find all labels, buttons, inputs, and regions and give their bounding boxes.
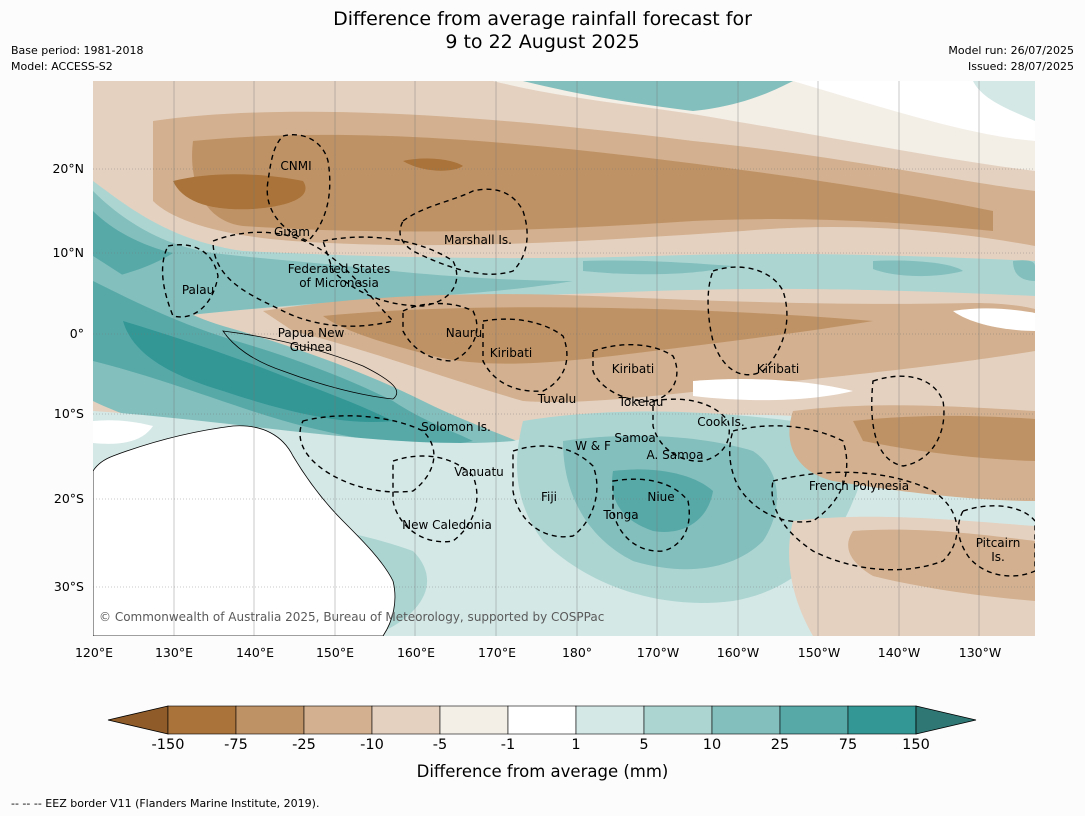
lat-label-30s: 30°S <box>53 579 84 594</box>
colorbar-cell <box>711 705 781 735</box>
issued-date: Issued: 28/07/2025 <box>967 60 1074 73</box>
colorbar-tick-label: -75 <box>224 737 248 753</box>
lon-label-140w: 140°W <box>877 645 921 660</box>
map-canvas <box>93 81 1035 636</box>
colorbar-cells <box>167 705 917 735</box>
title-line-2: 9 to 22 August 2025 <box>445 31 640 53</box>
colorbar-tick-label: -1 <box>500 737 516 753</box>
label-palau: Palau <box>181 283 215 297</box>
label-guam: Guam <box>274 225 310 239</box>
colorbar-cell <box>575 705 645 735</box>
colorbar-cell <box>371 705 441 735</box>
colorbar-tick-label: 1 <box>571 737 581 753</box>
colorbar-tick-label: 25 <box>770 737 790 753</box>
lon-label-130e: 130°E <box>154 645 193 660</box>
colorbar-tick-label: 10 <box>702 737 722 753</box>
label-tonga: Tonga <box>603 508 639 522</box>
colorbar-high-arrow <box>915 705 977 735</box>
lon-label-150e: 150°E <box>315 645 354 660</box>
label-samoa: Samoa <box>614 431 656 445</box>
label-tokelau: Tokelau <box>618 395 664 409</box>
label-marshall-islands: Marshall Is. <box>444 233 512 247</box>
label-french-polynesia: French Polynesia <box>808 479 910 493</box>
lon-label-160e: 160°E <box>396 645 435 660</box>
label-pitcairn: Pitcairn Is. <box>976 536 1021 564</box>
lat-label-20n: 20°N <box>52 161 84 176</box>
label-niue: Niue <box>647 490 675 504</box>
title-line-1: Difference from average rainfall forecas… <box>333 8 752 30</box>
label-cook-islands: Cook Is. <box>697 415 745 429</box>
lon-label-170e: 170°E <box>477 645 516 660</box>
colorbar-cell <box>303 705 373 735</box>
label-png-line2: Guinea <box>289 340 333 354</box>
label-pitcairn-line2: Is. <box>991 550 1005 564</box>
label-fsm-line2: of Micronesia <box>299 276 379 290</box>
label-kiribati-east: Kiribati <box>756 362 800 376</box>
lat-label-10n: 10°N <box>52 245 84 260</box>
colorbar-tick-label: -5 <box>432 737 448 753</box>
colorbar-tick-label: -150 <box>151 737 185 753</box>
model-name: Model: ACCESS-S2 <box>11 60 113 73</box>
colorbar-cell <box>235 705 305 735</box>
colorbar-tick-label: 75 <box>838 737 858 753</box>
rainfall-anomaly-map: CNMI Guam Marshall Is. Federated States … <box>93 81 1035 636</box>
label-pitcairn-line1: Pitcairn <box>975 536 1021 550</box>
lon-label-150w: 150°W <box>797 645 841 660</box>
label-solomon-islands: Solomon Is. <box>421 420 491 434</box>
colorbar-cell <box>779 705 849 735</box>
label-fsm-line1: Federated States <box>287 262 391 276</box>
label-kiribati-west: Kiribati <box>489 346 533 360</box>
label-png-line1: Papua New <box>277 326 345 340</box>
lat-label-20s: 20°S <box>53 491 84 506</box>
eez-footnote: -- -- -- EEZ border V11 (Flanders Marine… <box>11 797 320 810</box>
right-metadata: Model run: 26/07/2025 Issued: 28/07/2025 <box>948 43 1074 75</box>
colorbar-cell <box>439 705 509 735</box>
colorbar-cell <box>167 705 237 735</box>
lon-label-120e: 120°E <box>74 645 113 660</box>
label-png: Papua New Guinea <box>278 326 345 354</box>
label-cnmi: CNMI <box>280 159 312 173</box>
copyright-notice: © Commonwealth of Australia 2025, Bureau… <box>99 610 605 624</box>
lon-label-160w: 160°W <box>716 645 760 660</box>
label-new-caledonia: New Caledonia <box>402 518 492 532</box>
colorbar-tick-label: -10 <box>360 737 384 753</box>
colorbar-cell <box>643 705 713 735</box>
label-wallis-futuna: W & F <box>575 439 611 453</box>
eez-borders <box>161 134 1035 577</box>
label-american-samoa: A. Samoa <box>646 448 704 462</box>
colorbar-cell <box>507 705 577 735</box>
colorbar <box>107 705 977 735</box>
label-fiji: Fiji <box>540 490 558 504</box>
lon-label-180: 180° <box>561 645 593 660</box>
colorbar-tick-label: 150 <box>902 737 930 753</box>
lon-label-170w: 170°W <box>636 645 680 660</box>
colorbar-tick-label: -25 <box>292 737 316 753</box>
label-nauru: Nauru <box>445 326 483 340</box>
colorbar-low-arrow <box>107 705 169 735</box>
label-fsm: Federated States of Micronesia <box>288 262 390 290</box>
colorbar-label: Difference from average (mm) <box>416 762 669 781</box>
colorbar-tick-label: 5 <box>639 737 649 753</box>
lat-label-0: 0° <box>69 326 84 341</box>
lon-label-140e: 140°E <box>235 645 274 660</box>
label-tuvalu: Tuvalu <box>537 392 577 406</box>
label-kiribati-central: Kiribati <box>611 362 655 376</box>
lat-label-10s: 10°S <box>53 406 84 421</box>
colorbar-cell <box>847 705 917 735</box>
model-run: Model run: 26/07/2025 <box>948 44 1074 57</box>
label-vanuatu: Vanuatu <box>454 465 504 479</box>
map-title: Difference from average rainfall forecas… <box>0 8 1085 54</box>
left-metadata: Base period: 1981-2018 Model: ACCESS-S2 <box>11 43 143 75</box>
base-period: Base period: 1981-2018 <box>11 44 144 57</box>
lon-label-130w: 130°W <box>958 645 1002 660</box>
